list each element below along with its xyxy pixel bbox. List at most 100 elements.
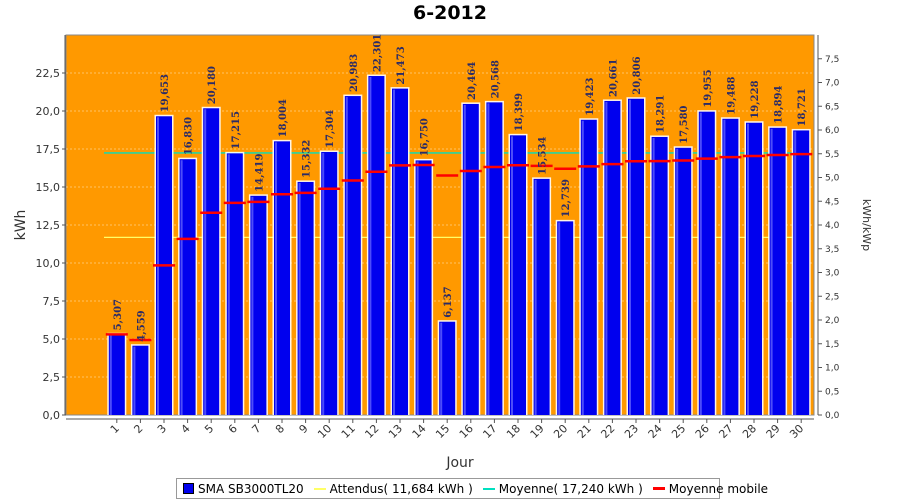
x-tick-label: 11 [339,422,358,441]
bar-highlight [204,109,207,415]
x-tick-label: 3 [155,422,169,436]
bar-value-label: 16,750 [420,118,431,156]
bar-value-label: 17,215 [231,111,242,149]
x-tick-label: 6 [226,422,240,436]
bar-value-label: 18,004 [278,99,289,137]
bar-value-label: 19,423 [585,77,596,115]
bar-value-label: 19,955 [703,69,714,107]
x-tick-label: 28 [740,422,759,441]
bar-highlight [133,346,136,415]
y2-tick-label: 7,5 [825,55,839,65]
bar-value-label: 18,291 [656,95,667,133]
x-tick-label: 17 [480,422,499,441]
y2-tick-label: 3,5 [825,245,839,255]
legend-swatch-expected [313,487,326,490]
bar [321,151,338,416]
x-tick-label: 12 [362,422,381,441]
bar-highlight [747,123,749,415]
x-tick-label: 7 [249,422,263,436]
bar-highlight [699,112,702,416]
bar-value-label: 6,137 [443,286,454,317]
bar-value-label: 19,228 [750,80,761,118]
bar-highlight [275,142,277,415]
bar-highlight [558,222,561,415]
bar-highlight [534,179,537,415]
bar-value-label: 20,661 [608,59,619,97]
chart-area: 0,02,55,07,510,012,515,017,520,022,50,00… [13,34,873,471]
y2-tick-label: 2,5 [825,292,839,302]
x-tick-label: 23 [622,422,641,441]
y-tick-label: 20,0 [36,105,61,118]
bar [344,96,361,415]
bar-value-label: 17,580 [679,105,690,143]
bar [368,76,385,415]
bar-highlight [676,148,679,415]
bar [274,141,290,415]
bar [769,127,786,415]
y-tick-label: 17,5 [36,143,61,156]
bar-highlight [723,119,726,415]
bar [250,195,267,415]
bar-value-label: 18,399 [514,93,525,131]
bar-value-label: 21,473 [396,46,407,84]
x-tick-label: 10 [315,422,334,441]
x-tick-label: 4 [179,422,193,436]
x-tick-label: 20 [551,422,570,441]
bar-highlight [487,103,490,416]
bar [628,98,644,415]
legend-swatch-average [482,487,495,490]
bar [297,181,314,415]
y2-tick-label: 6,5 [825,102,839,112]
bar [533,178,550,415]
x-tick-label: 16 [457,422,476,441]
bar [392,88,408,415]
y2-tick-label: 5,5 [825,150,839,160]
legend-label-moving-average: Moyenne mobile [668,481,769,496]
bar [557,221,574,415]
legend-item-production: SMA SB3000TL20 [183,482,304,496]
x-tick-label: 8 [273,422,287,436]
y-tick-label: 12,5 [36,219,61,232]
y2-tick-label: 4,0 [825,221,840,231]
bar-value-label: 4,559 [136,310,147,341]
bar-value-label: 15,332 [302,140,313,178]
bar-value-label: 5,307 [113,299,124,330]
bar-highlight [629,99,631,415]
bar-highlight [770,128,773,415]
bar-highlight [511,136,513,415]
bar-value-label: 16,830 [184,117,195,155]
legend-item-expected: Attendus( 11,684 kWh ) [313,482,473,496]
bar [698,111,715,416]
bar [108,334,125,415]
bar-value-label: 17,304 [325,110,336,148]
bar-highlight [227,154,230,415]
y2-axis-label: kWh/kWp [860,199,873,251]
x-tick-label: 21 [575,422,594,441]
bar-value-label: 20,806 [632,56,643,94]
x-tick-label: 25 [669,422,688,441]
y2-tick-label: 1,0 [825,364,840,374]
bar-highlight [251,196,254,415]
x-tick-label: 26 [693,422,712,441]
x-tick-label: 5 [202,422,216,436]
bar [439,321,456,415]
bar-highlight [180,160,183,415]
y-axis-label: kWh [13,210,29,241]
x-tick-label: 24 [646,422,665,441]
y2-tick-label: 0,0 [825,411,840,421]
bar-highlight [298,182,301,415]
bar [604,100,621,416]
bar-value-label: 12,739 [561,179,572,217]
x-tick-label: 9 [297,422,311,436]
bar-highlight [345,97,348,415]
x-tick-label: 22 [598,422,617,441]
y2-tick-label: 4,5 [825,197,839,207]
bar [203,108,220,415]
x-tick-label: 2 [131,422,145,436]
bar [675,147,692,415]
legend-label-average: Moyenne( 17,240 kWh ) [498,481,643,496]
y-tick-label: 15,0 [36,181,61,194]
x-tick-label: 27 [716,422,735,441]
bar-highlight [322,152,325,416]
chart-legend: SMA SB3000TL20 Attendus( 11,684 kWh ) Mo… [176,478,768,499]
